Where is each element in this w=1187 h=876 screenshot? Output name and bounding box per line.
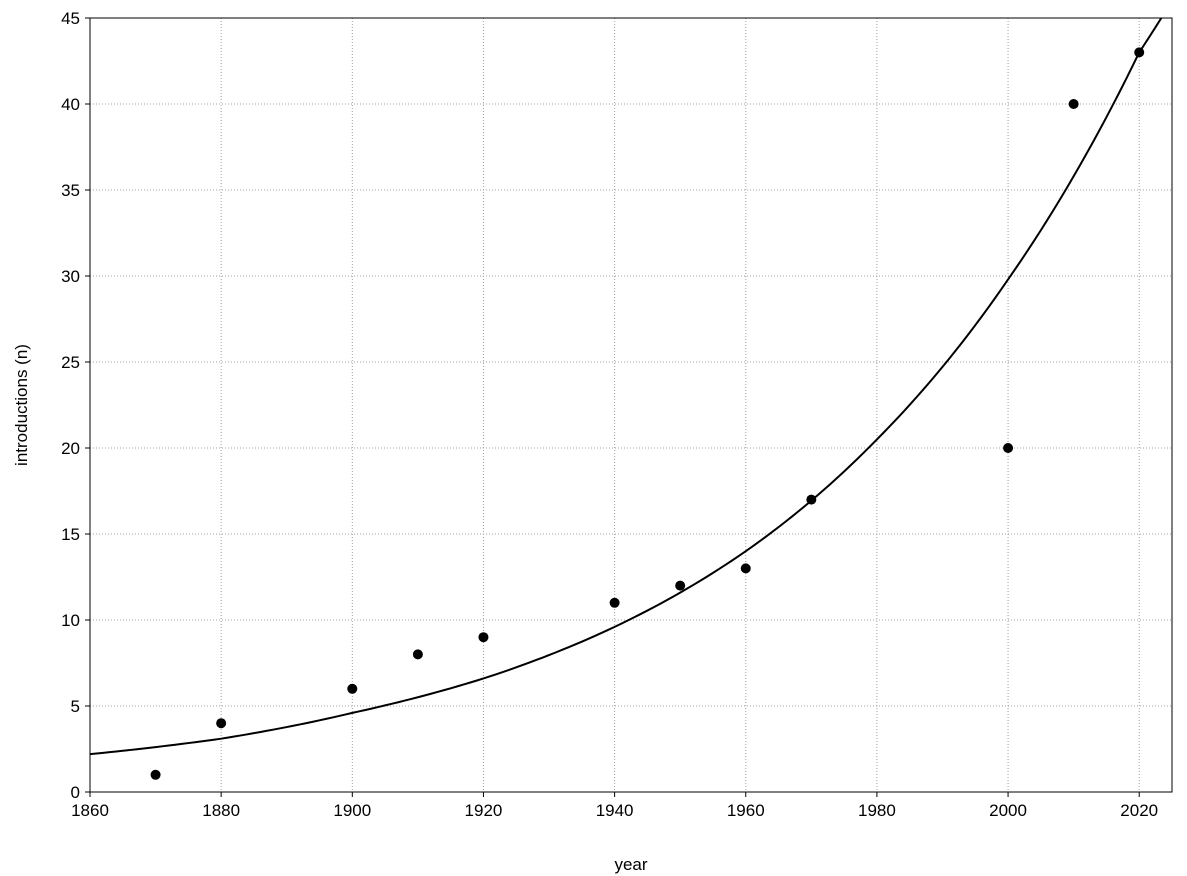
data-point — [150, 769, 161, 780]
fit-curve — [90, 18, 1163, 756]
y-tick-label: 40 — [61, 95, 80, 114]
data-point — [412, 649, 423, 660]
data-points — [150, 47, 1145, 780]
y-tick-label: 10 — [61, 611, 80, 630]
y-tick-label: 0 — [71, 783, 80, 802]
x-axis: 1860 1880 1900 1920 1940 1960 1980 2000 2020 — [71, 792, 1158, 820]
y-tick-label: 20 — [61, 439, 80, 458]
data-point — [347, 683, 358, 694]
y-axis: 0 5 10 15 20 25 30 35 40 45 — [61, 9, 90, 802]
x-tick-label: 2020 — [1120, 801, 1158, 820]
y-tick-label: 30 — [61, 267, 80, 286]
y-tick-label: 35 — [61, 181, 80, 200]
x-tick-label: 2000 — [989, 801, 1027, 820]
data-point — [675, 580, 686, 591]
data-point — [478, 632, 489, 643]
y-tick-label: 15 — [61, 525, 80, 544]
data-point — [1003, 443, 1014, 453]
data-point — [609, 597, 620, 608]
plot-frame — [89, 17, 1173, 793]
grid — [90, 18, 1172, 792]
x-tick-label: 1860 — [71, 801, 109, 820]
data-point — [740, 563, 751, 574]
x-tick-label: 1900 — [333, 801, 371, 820]
x-tick-label: 1920 — [465, 801, 503, 820]
y-tick-label: 25 — [61, 353, 80, 372]
fit-line-group — [90, 18, 1163, 756]
data-point — [806, 494, 817, 505]
data-point — [216, 718, 227, 729]
y-tick-label: 5 — [71, 697, 80, 716]
data-point — [1068, 99, 1079, 109]
y-tick-label: 45 — [61, 9, 80, 28]
x-axis-title: year — [614, 855, 647, 874]
x-tick-label: 1940 — [596, 801, 634, 820]
x-tick-label: 1960 — [727, 801, 765, 820]
x-tick-label: 1980 — [858, 801, 896, 820]
x-tick-label: 1880 — [202, 801, 240, 820]
y-axis-title: introductions (n) — [12, 344, 31, 466]
data-point — [1134, 47, 1145, 58]
